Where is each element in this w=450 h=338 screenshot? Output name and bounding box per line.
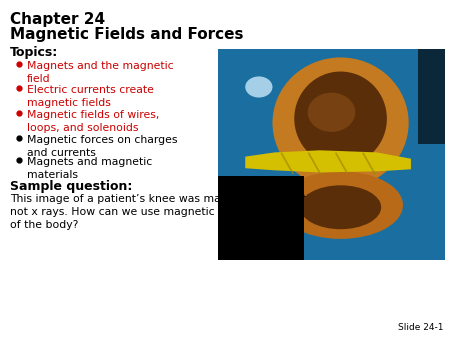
Bar — [418, 49, 445, 144]
Text: Magnetic forces on charges
and currents: Magnetic forces on charges and currents — [27, 135, 177, 158]
Ellipse shape — [278, 171, 403, 239]
Polygon shape — [245, 150, 411, 172]
Ellipse shape — [273, 57, 409, 188]
Text: Magnets and magnetic
materials: Magnets and magnetic materials — [27, 157, 152, 180]
Text: Sample question:: Sample question: — [10, 180, 132, 193]
Text: Magnetic fields of wires,
loops, and solenoids: Magnetic fields of wires, loops, and sol… — [27, 110, 159, 133]
Ellipse shape — [245, 76, 273, 98]
Text: Chapter 24: Chapter 24 — [10, 12, 105, 27]
Text: Electric currents create
magnetic fields: Electric currents create magnetic fields — [27, 85, 154, 108]
Bar — [218, 49, 445, 260]
Ellipse shape — [308, 93, 356, 132]
Text: Magnetic Fields and Forces: Magnetic Fields and Forces — [10, 27, 243, 42]
Ellipse shape — [294, 72, 387, 166]
Text: Slide 24-1: Slide 24-1 — [397, 323, 443, 332]
Ellipse shape — [300, 185, 381, 229]
Text: Magnets and the magnetic
field: Magnets and the magnetic field — [27, 61, 174, 84]
Bar — [218, 176, 304, 260]
Text: Topics:: Topics: — [10, 46, 58, 59]
Text: This image of a patient’s knee was made with magnetic fields,
not x rays. How ca: This image of a patient’s knee was made … — [10, 194, 369, 230]
